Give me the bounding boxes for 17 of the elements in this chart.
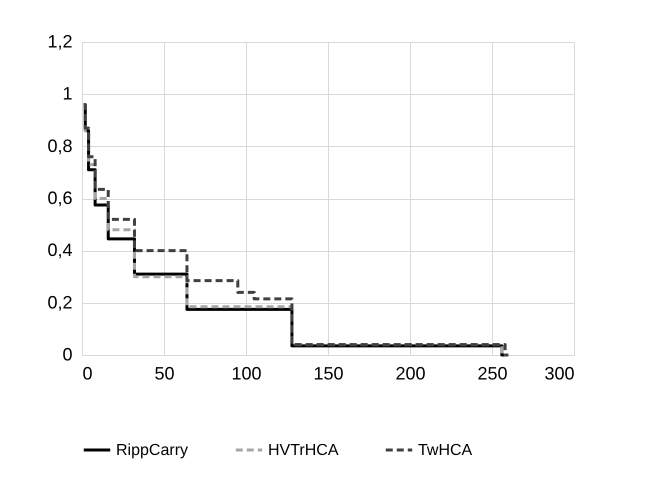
y-tick-label: 0 — [62, 344, 72, 364]
x-tick-label: 150 — [313, 364, 344, 384]
y-tick-label: 1,2 — [47, 32, 72, 52]
x-tick-label: 100 — [231, 364, 262, 384]
legend-label: HVTrHCA — [268, 442, 339, 459]
y-tick-label: 0,8 — [47, 136, 72, 156]
x-tick-label: 0 — [82, 364, 93, 384]
y-tick-label: 0,2 — [47, 292, 72, 312]
x-tick-label: 200 — [395, 364, 426, 384]
y-tick-label: 1 — [62, 84, 72, 104]
x-tick-label: 300 — [544, 364, 574, 384]
y-tick-label: 0,6 — [47, 188, 72, 208]
x-tick-label: 250 — [477, 364, 508, 384]
legend-label: TwHCA — [418, 442, 473, 459]
y-tick-label: 0,4 — [47, 240, 72, 260]
legend-label: RippCarry — [116, 442, 188, 459]
x-tick-label: 50 — [154, 364, 175, 384]
